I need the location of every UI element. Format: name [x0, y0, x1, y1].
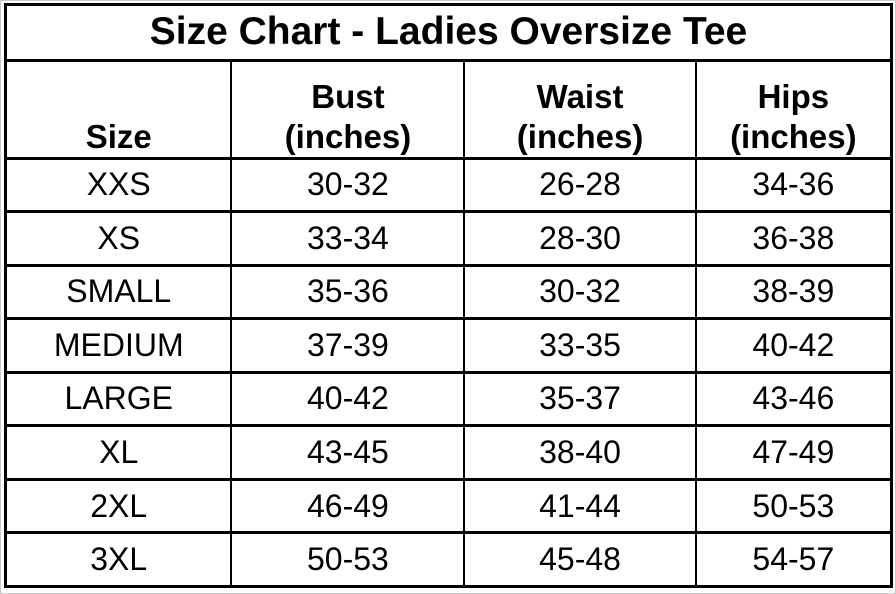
waist-cell: 45-48: [463, 531, 697, 588]
waist-cell: 41-44: [463, 477, 697, 535]
size-cell: XS: [4, 210, 233, 267]
size-cell: 2XL: [4, 477, 233, 535]
bust-cell: 37-39: [230, 317, 466, 374]
table-row-large: LARGE 40-42 35-37 43-46: [4, 370, 893, 428]
hips-cell: 38-39: [694, 263, 893, 321]
bust-cell: 50-53: [230, 531, 466, 588]
table-row-small: SMALL 35-36 30-32 38-39: [4, 263, 893, 321]
column-header-hips: Hips (inches): [694, 58, 893, 160]
column-header-size-label: Size: [85, 117, 152, 155]
waist-cell: 33-35: [463, 317, 697, 374]
hips-cell: 54-57: [694, 531, 893, 588]
size-cell: XXS: [4, 156, 233, 214]
table-row-xl: XL 43-45 38-40 47-49: [4, 424, 893, 481]
bust-cell: 43-45: [230, 424, 466, 481]
size-cell: LARGE: [4, 370, 233, 428]
table-row-xxs: XXS 30-32 26-28 34-36: [4, 156, 893, 214]
size-cell: SMALL: [4, 263, 233, 321]
bust-cell: 40-42: [230, 370, 466, 428]
hips-cell: 47-49: [694, 424, 893, 481]
column-header-hips-label: Hips: [757, 77, 830, 115]
size-cell: XL: [4, 424, 233, 481]
table-row-2xl: 2XL 46-49 41-44 50-53: [4, 477, 893, 535]
column-header-waist-label: Waist: [536, 77, 624, 115]
hips-cell: 40-42: [694, 317, 893, 374]
column-header-bust-unit: (inches): [284, 117, 412, 155]
hips-cell: 43-46: [694, 370, 893, 428]
waist-cell: 30-32: [463, 263, 697, 321]
bust-cell: 33-34: [230, 210, 466, 267]
column-header-bust: Bust (inches): [230, 58, 466, 160]
bust-cell: 30-32: [230, 156, 466, 214]
column-header-size: Size: [4, 58, 233, 160]
bust-cell: 46-49: [230, 477, 466, 535]
size-chart-table: Size Chart - Ladies Oversize Tee Size Bu…: [4, 3, 893, 588]
table-row-medium: MEDIUM 37-39 33-35 40-42: [4, 317, 893, 374]
waist-cell: 35-37: [463, 370, 697, 428]
column-header-waist-unit: (inches): [516, 117, 644, 155]
waist-cell: 26-28: [463, 156, 697, 214]
size-cell: MEDIUM: [4, 317, 233, 374]
waist-cell: 28-30: [463, 210, 697, 267]
hips-cell: 36-38: [694, 210, 893, 267]
header-row: Size Bust (inches) Waist (inches) Hips (inc…: [4, 58, 893, 160]
table-row-3xl: 3XL 50-53 45-48 54-57: [4, 531, 893, 588]
chart-title: Size Chart - Ladies Oversize Tee: [4, 3, 893, 62]
waist-cell: 38-40: [463, 424, 697, 481]
table-row-xs: XS 33-34 28-30 36-38: [4, 210, 893, 267]
bust-cell: 35-36: [230, 263, 466, 321]
column-header-waist: Waist (inches): [463, 58, 697, 160]
hips-cell: 34-36: [694, 156, 893, 214]
size-cell: 3XL: [4, 531, 233, 588]
title-row: Size Chart - Ladies Oversize Tee: [4, 3, 893, 62]
column-header-bust-label: Bust: [311, 77, 385, 115]
hips-cell: 50-53: [694, 477, 893, 535]
column-header-hips-unit: (inches): [730, 117, 857, 155]
